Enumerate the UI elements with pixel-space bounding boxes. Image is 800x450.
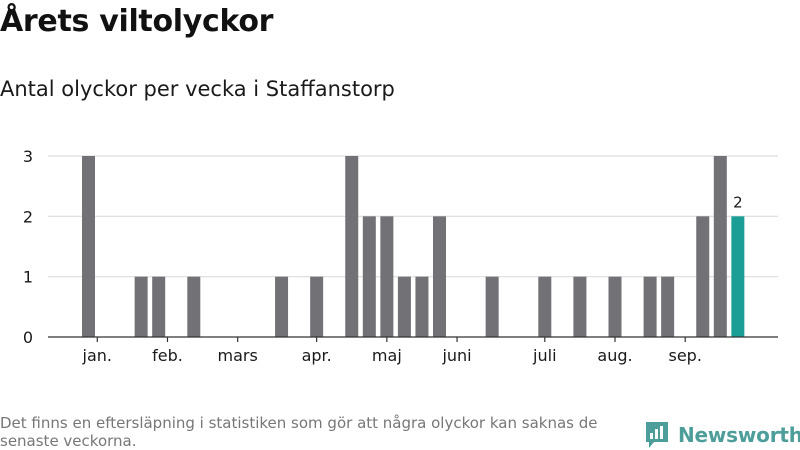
bar bbox=[362, 216, 376, 337]
bar bbox=[573, 276, 587, 337]
bar bbox=[397, 276, 411, 337]
brand-name: Newsworthy bbox=[678, 423, 800, 447]
x-axis-ticks: jan. feb. mars apr. maj juni juli aug. sep. bbox=[82, 337, 702, 365]
bar bbox=[696, 216, 710, 337]
bar bbox=[380, 216, 394, 337]
bar bbox=[661, 276, 675, 337]
x-tick-label: maj bbox=[372, 346, 402, 365]
bar bbox=[187, 276, 201, 337]
bar bbox=[134, 276, 148, 337]
y-tick-label: 0 bbox=[23, 328, 33, 347]
y-axis-ticks: 0 1 2 3 bbox=[23, 147, 33, 347]
bar bbox=[643, 276, 657, 337]
x-tick-label: apr. bbox=[302, 346, 332, 365]
x-tick-label: aug. bbox=[597, 346, 632, 365]
bar bbox=[345, 156, 359, 337]
bar bbox=[538, 276, 552, 337]
y-tick-label: 3 bbox=[23, 147, 33, 166]
brand-logo[interactable]: Newsworthy bbox=[644, 420, 800, 450]
gridlines bbox=[48, 155, 778, 278]
x-tick-label: sep. bbox=[668, 346, 701, 365]
chart-title: Årets viltolyckor bbox=[0, 4, 274, 39]
bar bbox=[82, 156, 95, 337]
bar-chart: 0 1 2 3 2 jan. feb. mars apr. maj juni juli aug. se… bbox=[23, 147, 778, 365]
x-tick-label: feb. bbox=[152, 346, 183, 365]
bar bbox=[485, 276, 499, 337]
x-tick-label: juni bbox=[441, 346, 471, 365]
x-tick-label: jan. bbox=[82, 346, 112, 365]
y-tick-label: 2 bbox=[23, 207, 33, 226]
newsworthy-logo-icon bbox=[646, 422, 668, 448]
data-labels: 2 bbox=[733, 193, 743, 211]
footnote: Det finns en eftersläpning i statistiken… bbox=[0, 414, 598, 450]
bar bbox=[310, 276, 324, 337]
bar bbox=[731, 216, 745, 337]
bar bbox=[608, 276, 622, 337]
bars bbox=[82, 156, 745, 337]
bar bbox=[713, 156, 727, 337]
data-label: 2 bbox=[733, 193, 743, 211]
bar bbox=[415, 276, 429, 337]
bar bbox=[152, 276, 166, 337]
chart-subtitle: Antal olyckor per vecka i Staffanstorp bbox=[0, 77, 395, 101]
x-tick-label: juli bbox=[532, 346, 556, 365]
bar bbox=[275, 276, 289, 337]
y-tick-label: 1 bbox=[23, 268, 33, 287]
x-tick-label: mars bbox=[218, 346, 258, 365]
bar bbox=[433, 216, 446, 337]
